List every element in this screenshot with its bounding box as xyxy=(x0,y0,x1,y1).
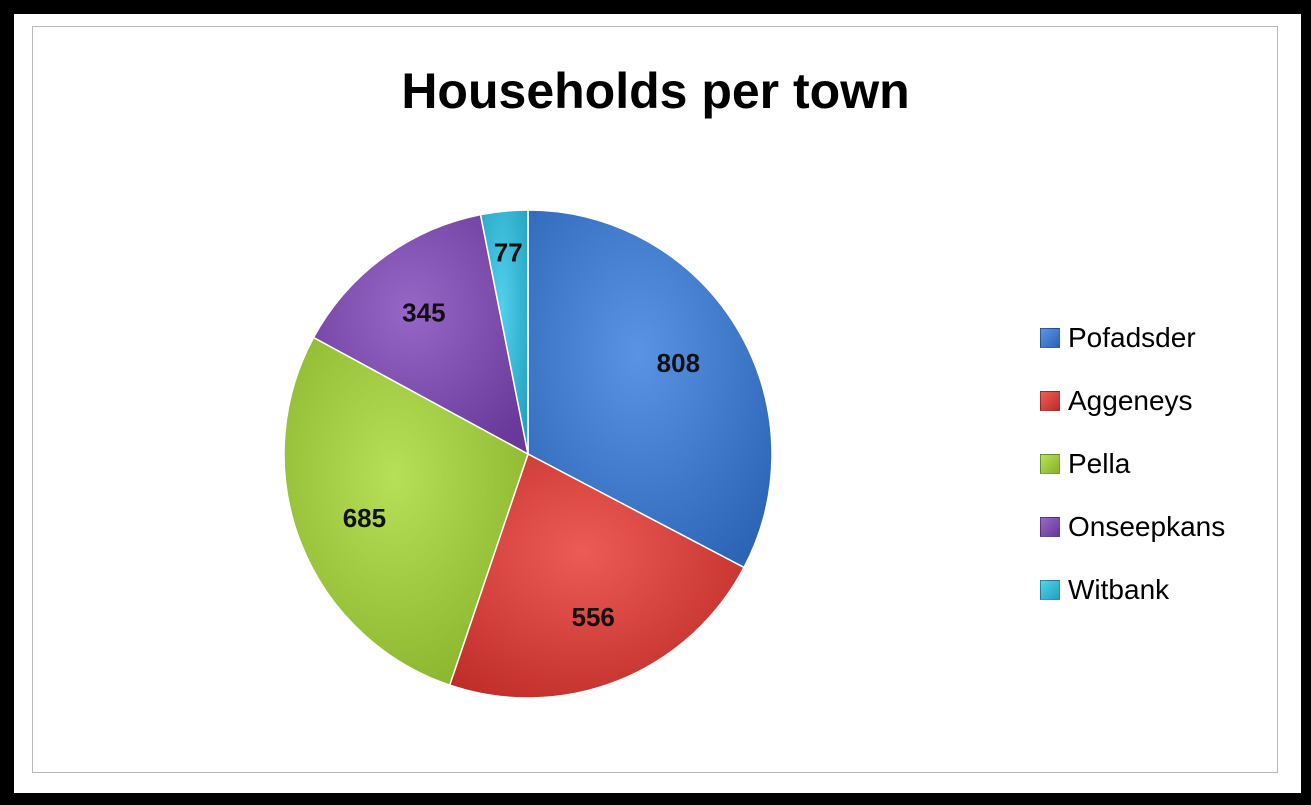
data-label-pofadsder: 808 xyxy=(657,348,700,378)
data-label-onseepkans: 345 xyxy=(402,298,445,328)
legend-label: Pofadsder xyxy=(1068,321,1196,353)
legend-label: Onseepkans xyxy=(1068,510,1226,542)
legend-item-onseepkans: Onseepkans xyxy=(1040,495,1280,558)
chart-title: Households per town xyxy=(401,63,910,119)
legend-item-aggeneys: Aggeneys xyxy=(1040,369,1280,432)
pie-slices xyxy=(283,209,773,699)
pie-slice-pofadsder xyxy=(527,209,773,569)
pie-slice-witbank xyxy=(479,209,529,455)
legend-item-witbank: Witbank xyxy=(1040,558,1280,621)
legend-swatch xyxy=(1040,327,1060,348)
data-label-pella: 685 xyxy=(343,503,386,533)
data-label-aggeneys: 556 xyxy=(571,602,614,632)
pie-data-labels: 808 556 685 345 77 xyxy=(343,237,700,632)
data-label-witbank: 77 xyxy=(494,237,523,267)
pie-slice-onseepkans xyxy=(312,213,530,456)
legend-item-pofadsder: Pofadsder xyxy=(1040,306,1280,369)
legend-label: Witbank xyxy=(1068,573,1170,605)
pie-slice-pella xyxy=(283,336,529,687)
legend-label: Aggeneys xyxy=(1068,384,1193,416)
legend: Pofadsder Aggeneys Pella Onseepkans Witb… xyxy=(1040,306,1280,621)
legend-swatch xyxy=(1040,579,1060,600)
legend-swatch xyxy=(1040,390,1060,411)
legend-swatch xyxy=(1040,516,1060,537)
legend-swatch xyxy=(1040,453,1060,474)
legend-label: Pella xyxy=(1068,447,1131,479)
legend-item-pella: Pella xyxy=(1040,432,1280,495)
pie-slice-aggeneys xyxy=(448,452,746,699)
